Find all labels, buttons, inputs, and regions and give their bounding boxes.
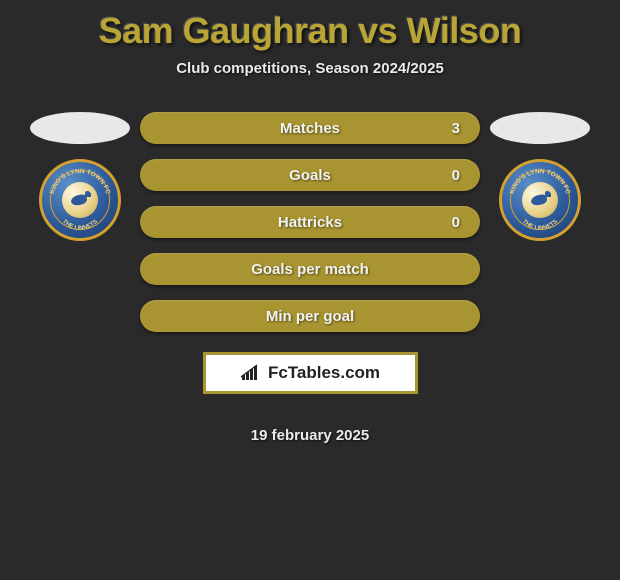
stat-row-min-per-goal: Min per goal — [140, 300, 480, 332]
right-player-column: KING'S LYNN TOWN FC THE LINNETS — [485, 112, 595, 241]
brand-box: FcTables.com — [203, 352, 418, 394]
stat-row-matches: Matches 3 — [140, 112, 480, 144]
chart-icon — [240, 364, 262, 382]
footer-date: 19 february 2025 — [251, 427, 369, 444]
stat-label: Min per goal — [266, 308, 354, 325]
stat-label: Goals per match — [251, 261, 369, 278]
page-title: Sam Gaughran vs Wilson — [0, 10, 620, 52]
stat-value: 0 — [452, 214, 460, 231]
stat-label: Goals — [289, 167, 331, 184]
stat-row-goals: Goals 0 — [140, 159, 480, 191]
stat-value: 0 — [452, 167, 460, 184]
main-row: KING'S LYNN TOWN FC THE LINNETS Matches … — [0, 112, 620, 444]
stat-label: Hattricks — [278, 214, 342, 231]
stat-row-hattricks: Hattricks 0 — [140, 206, 480, 238]
badge-bird-icon — [62, 182, 98, 218]
club-badge-right: KING'S LYNN TOWN FC THE LINNETS — [499, 159, 581, 241]
svg-text:THE LINNETS: THE LINNETS — [61, 219, 99, 232]
stat-value: 3 — [452, 120, 460, 137]
club-badge-left: KING'S LYNN TOWN FC THE LINNETS — [39, 159, 121, 241]
stats-column: Matches 3 Goals 0 Hattricks 0 Goals per … — [135, 112, 485, 444]
left-player-column: KING'S LYNN TOWN FC THE LINNETS — [25, 112, 135, 241]
subtitle: Club competitions, Season 2024/2025 — [0, 60, 620, 77]
player-avatar-left — [30, 112, 130, 144]
brand-text: FcTables.com — [268, 363, 380, 383]
comparison-card: Sam Gaughran vs Wilson Club competitions… — [0, 0, 620, 444]
badge-bird-icon — [522, 182, 558, 218]
svg-text:THE LINNETS: THE LINNETS — [521, 219, 559, 232]
stat-row-goals-per-match: Goals per match — [140, 253, 480, 285]
player-avatar-right — [490, 112, 590, 144]
stat-label: Matches — [280, 120, 340, 137]
